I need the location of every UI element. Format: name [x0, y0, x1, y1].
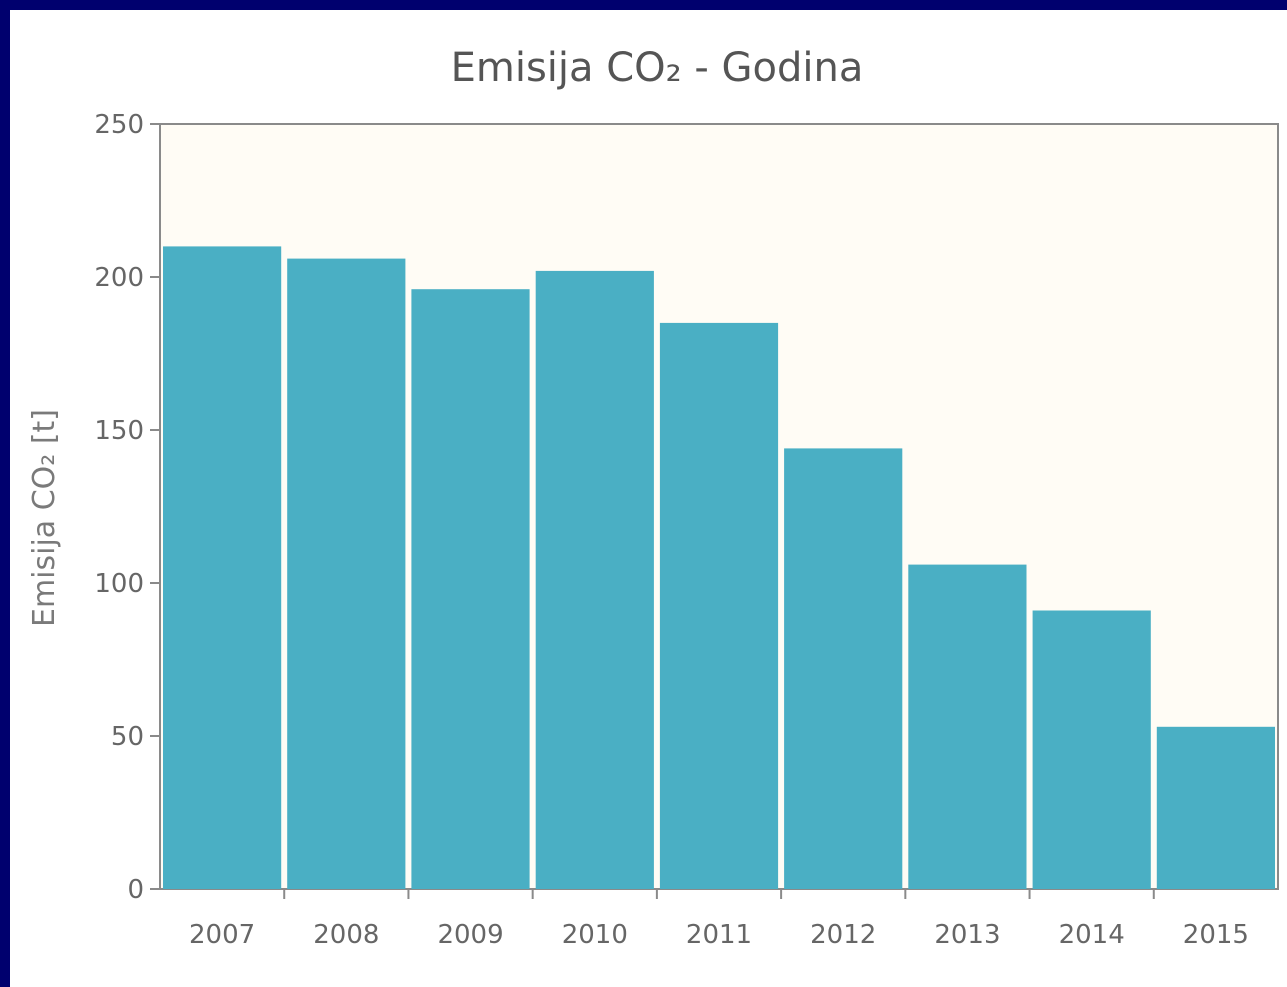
bar-2015	[1156, 726, 1275, 889]
x-tick-label-2015: 2015	[1183, 920, 1249, 950]
y-tick-label-150: 150	[94, 416, 144, 446]
bar-chart: Emisija CO₂ - Godina Emisija CO₂ [t] 0 50…	[27, 45, 1279, 950]
x-tick-label-2007: 2007	[189, 920, 255, 950]
bars-group	[163, 246, 1275, 890]
y-tick-label-50: 50	[111, 722, 144, 752]
y-axis-label: Emisija CO₂ [t]	[27, 409, 62, 627]
chart-title: Emisija CO₂ - Godina	[451, 45, 864, 91]
x-tick-label-2012: 2012	[810, 920, 876, 950]
x-tick-label-2008: 2008	[313, 920, 379, 950]
y-tick-label-250: 250	[94, 110, 144, 140]
y-tick-label-0: 0	[127, 875, 144, 905]
x-axis-ticks: 2007 2008 2009 2010 2011 2012 2013 2014 2015	[189, 889, 1249, 950]
bar-2011	[659, 322, 779, 889]
y-tick-label-200: 200	[94, 263, 144, 293]
x-tick-label-2013: 2013	[934, 920, 1000, 950]
x-tick-label-2014: 2014	[1059, 920, 1125, 950]
bar-2013	[908, 564, 1027, 889]
x-tick-label-2011: 2011	[686, 920, 752, 950]
y-axis-ticks: 0 50 100 150 200 250	[94, 110, 160, 905]
bar-2009	[411, 289, 530, 889]
bar-2007	[163, 246, 282, 889]
bar-2008	[287, 258, 406, 890]
bar-2012	[784, 448, 903, 889]
bar-2010	[535, 270, 654, 889]
y-tick-label-100: 100	[94, 569, 144, 599]
x-tick-label-2009: 2009	[437, 920, 503, 950]
x-tick-label-2010: 2010	[562, 920, 628, 950]
chart-panel: Emisija CO₂ - Godina Emisija CO₂ [t] 0 50…	[10, 10, 1287, 987]
bar-2014	[1032, 610, 1151, 889]
